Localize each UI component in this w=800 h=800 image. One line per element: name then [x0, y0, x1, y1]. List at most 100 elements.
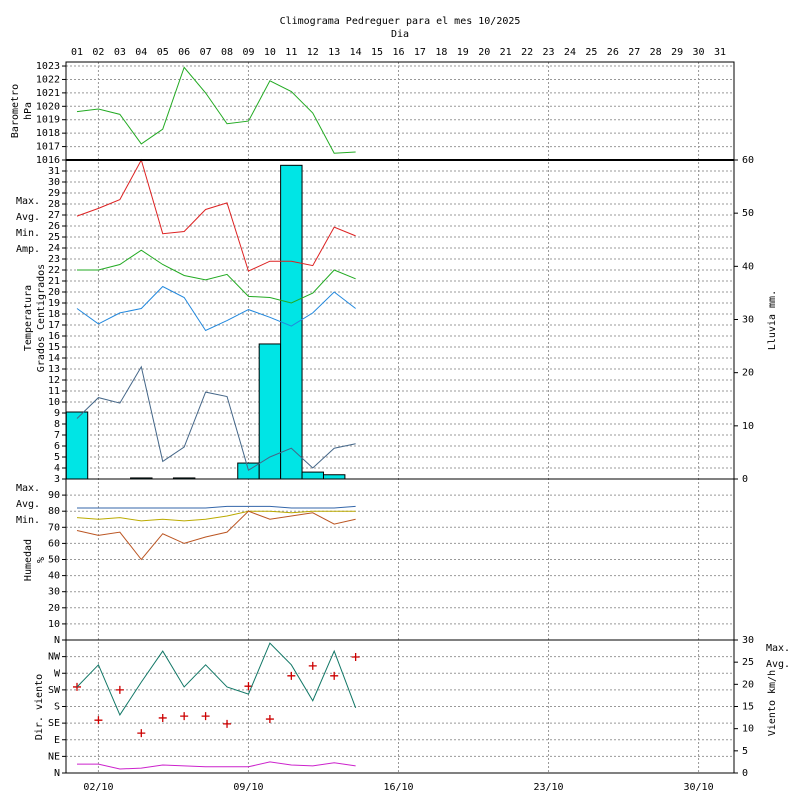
legend-entry: Amp. [16, 244, 40, 255]
legend-entry: Min. [16, 228, 40, 239]
y-axis-label: Humedad [23, 539, 34, 581]
y2-tick-label: 10 [742, 421, 754, 432]
y-tick-label: E [54, 735, 60, 746]
y2-axis-label: Viento km/h [767, 670, 778, 736]
direction-point [244, 682, 253, 691]
series-line [77, 505, 356, 509]
y-tick-label: 18 [48, 309, 60, 320]
y-tick-label: 30 [48, 177, 60, 188]
y-tick-label: 24 [48, 243, 60, 254]
y2-tick-label: 5 [742, 746, 748, 757]
direction-point [287, 671, 296, 680]
y-tick-label: 1020 [36, 101, 60, 112]
series-line [76, 66, 356, 154]
x-tick-label: 23/10 [533, 782, 563, 793]
y-tick-label: 70 [48, 522, 60, 533]
series-line [77, 249, 356, 304]
y-tick-label: 13 [48, 364, 60, 375]
y-axis-label: hPa [23, 102, 34, 120]
y-axis-label: Temperatura [23, 285, 34, 351]
y-tick-label: 11 [48, 386, 60, 397]
direction-point [265, 715, 274, 724]
day-label: 11 [285, 47, 297, 58]
y-tick-label: 12 [48, 375, 60, 386]
day-label: 05 [157, 47, 169, 58]
y-tick-label: SW [48, 685, 61, 696]
y2-tick-label: 40 [742, 261, 754, 272]
direction-point [351, 652, 360, 661]
direction-point [94, 716, 103, 725]
y-tick-label: 29 [48, 188, 60, 199]
legend-entry: Avg. [16, 499, 40, 510]
series-line [76, 285, 356, 332]
y-tick-label: 50 [48, 555, 60, 566]
direction-point [137, 729, 146, 738]
y-tick-label: 26 [48, 221, 60, 232]
y-tick-label: 10 [48, 397, 60, 408]
x-tick-label: 09/10 [233, 782, 263, 793]
y-tick-label: 7 [54, 430, 60, 441]
y-tick-label: 1023 [36, 61, 60, 72]
y2-tick-label: 30 [742, 315, 754, 326]
y-tick-label: NE [48, 751, 60, 762]
y-tick-label: 9 [54, 408, 60, 419]
day-label: 21 [500, 47, 512, 58]
day-label: 19 [457, 47, 469, 58]
y2-tick-label: 20 [742, 679, 754, 690]
y-axis-label: % [36, 557, 47, 563]
day-label: 30 [693, 47, 705, 58]
rain-bar [280, 164, 303, 480]
series-line [76, 158, 356, 272]
y-tick-label: 30 [48, 587, 60, 598]
y-tick-label: 80 [48, 506, 60, 517]
y-tick-label: 1018 [36, 128, 60, 139]
y-axis-label: Grados Centigrados [36, 264, 47, 372]
day-label: 09 [242, 47, 254, 58]
y-tick-label: N [54, 635, 60, 646]
day-label: 26 [607, 47, 619, 58]
y-tick-label: 20 [48, 287, 60, 298]
day-label: 02 [92, 47, 104, 58]
legend-entry: Min. [16, 515, 40, 526]
direction-point [223, 719, 232, 728]
y-tick-label: 17 [48, 320, 60, 331]
y-tick-label: 23 [48, 254, 60, 265]
y-tick-label: 60 [48, 538, 60, 549]
legend-entry: Max. [16, 483, 40, 494]
y-tick-label: 31 [48, 166, 60, 177]
y-tick-label: 5 [54, 452, 60, 463]
legend-entry: Avg. [766, 659, 790, 670]
series-line [77, 761, 356, 770]
y-tick-label: 6 [54, 441, 60, 452]
series-line [76, 365, 356, 471]
day-label: 17 [414, 47, 426, 58]
day-label: 06 [178, 47, 190, 58]
y-tick-label: 3 [54, 474, 60, 485]
day-label: 07 [200, 47, 212, 58]
rain-bar [301, 471, 324, 480]
y-tick-label: 4 [54, 463, 60, 474]
rain-bar [258, 343, 282, 480]
day-label: 18 [435, 47, 447, 58]
rain-bar [322, 474, 346, 480]
y-tick-label: NW [48, 652, 61, 663]
y-tick-label: 25 [48, 232, 60, 243]
day-label: 15 [371, 47, 383, 58]
x-tick-label: 02/10 [83, 782, 113, 793]
y-tick-label: 1019 [36, 115, 60, 126]
direction-point [180, 712, 189, 721]
day-label: 16 [392, 47, 404, 58]
series-line [76, 510, 356, 522]
legend-entry: Avg. [16, 212, 40, 223]
y2-tick-label: 10 [742, 724, 754, 735]
y-tick-label: 20 [48, 603, 60, 614]
direction-point [115, 685, 124, 694]
direction-point [330, 671, 339, 680]
y-tick-label: 14 [48, 353, 60, 364]
day-label: 22 [521, 47, 533, 58]
y-tick-label: S [54, 702, 60, 713]
legend-entry: Max. [766, 643, 790, 654]
plot-frame [65, 61, 735, 774]
day-label: 24 [564, 47, 576, 58]
